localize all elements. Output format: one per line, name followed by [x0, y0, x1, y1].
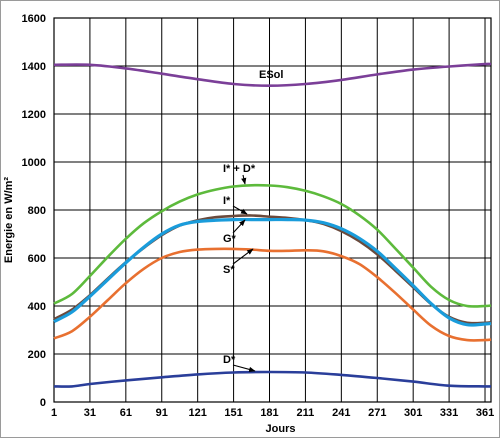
x-tick-label: 91	[156, 407, 168, 419]
annotation-arrow-g	[232, 219, 246, 234]
y-tick-label: 1600	[22, 13, 46, 25]
x-tick-label: 361	[476, 407, 494, 419]
x-axis-label: Jours	[266, 423, 296, 435]
annotation-i: I*	[223, 195, 231, 207]
series-line-id	[53, 183, 492, 308]
y-tick-label: 0	[40, 397, 46, 409]
annotation-esol: ESol	[259, 69, 283, 81]
x-tick-label: 121	[188, 407, 206, 419]
y-tick-label: 1200	[22, 109, 46, 121]
x-tick-label: 181	[260, 407, 278, 419]
annotation-arrow-s	[232, 248, 254, 265]
series-line-s	[53, 247, 492, 342]
annotation-s: S*	[223, 264, 235, 276]
series-line-g	[53, 217, 492, 327]
x-tick-label: 301	[404, 407, 422, 419]
x-tick-label: 61	[120, 407, 132, 419]
annotation-arrow-i	[232, 205, 248, 215]
y-tick-label: 600	[28, 253, 46, 265]
annotation-arrow-d	[232, 364, 256, 372]
x-tick-label: 31	[84, 407, 96, 419]
y-tick-label: 400	[28, 301, 46, 313]
x-tick-label: 151	[224, 407, 242, 419]
x-tick-label: 1	[51, 407, 57, 419]
annotation-d: D*	[223, 354, 236, 366]
x-tick-label: 271	[368, 407, 386, 419]
annotation-id: I* + D*	[223, 163, 256, 175]
series-line-d	[53, 370, 492, 388]
grid	[53, 17, 492, 403]
y-tick-label: 200	[28, 349, 46, 361]
x-tick-label: 331	[440, 407, 458, 419]
annotation-layer: ESol I* + D* I* G* S* D*	[223, 69, 283, 372]
x-tick-label: 241	[332, 407, 350, 419]
y-tick-label: 800	[28, 205, 46, 217]
series-line-esol	[53, 62, 492, 87]
annotation-g: G*	[223, 233, 237, 245]
y-tick-label: 1400	[22, 61, 46, 73]
x-tick-label: 211	[297, 407, 315, 419]
tick-labels: 1 31 61 91 121 151 181 211 241 271 301 331 361 0 200 40…	[22, 13, 495, 419]
y-axis-label: Energie en W/m²	[3, 177, 15, 264]
annotation-arrow-id	[241, 174, 247, 185]
y-tick-label: 1000	[22, 157, 46, 169]
series-layer	[53, 62, 492, 388]
